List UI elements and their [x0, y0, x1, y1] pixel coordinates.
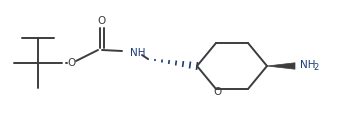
Text: 2: 2: [313, 63, 318, 72]
Text: O: O: [68, 58, 76, 68]
Text: O: O: [98, 16, 106, 26]
Text: NH: NH: [130, 48, 146, 58]
Polygon shape: [267, 63, 295, 69]
Text: NH: NH: [300, 60, 316, 70]
Text: O: O: [214, 87, 222, 97]
